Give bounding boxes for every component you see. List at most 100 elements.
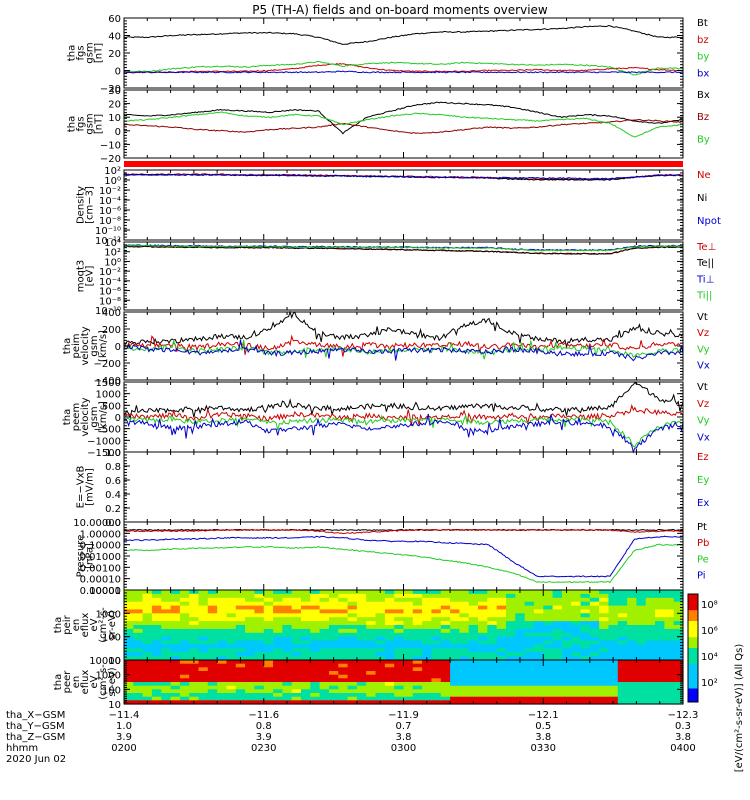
heatmap-cell — [487, 660, 498, 665]
heatmap-cell — [319, 613, 330, 618]
heatmap-cell — [589, 678, 600, 683]
heatmap-cell — [347, 656, 358, 661]
heatmap-cell — [319, 674, 330, 679]
heatmap-cell — [580, 663, 591, 668]
heatmap-cell — [273, 648, 283, 653]
heatmap-cell — [655, 652, 665, 657]
heatmap-cell — [403, 601, 414, 607]
heatmap-cell — [571, 605, 582, 611]
heatmap-cell — [515, 663, 526, 668]
heatmap-cell — [422, 640, 432, 646]
heatmap-cell — [412, 648, 423, 653]
heatmap-cell — [645, 590, 656, 595]
heatmap-cell — [478, 640, 488, 646]
heatmap-cell — [506, 609, 516, 614]
heatmap-cell — [170, 632, 181, 638]
heatmap-cell — [561, 682, 572, 687]
heatmap-cell — [254, 628, 265, 634]
panel-frame — [123, 169, 684, 241]
heatmap-cell — [198, 674, 209, 679]
y-tick-label: 1000 — [96, 609, 121, 620]
colorbar-step — [688, 666, 698, 671]
legend-entry: bx — [697, 68, 709, 79]
heatmap-cell — [655, 648, 665, 653]
heatmap-cell — [133, 671, 144, 676]
heatmap-cell — [198, 656, 209, 661]
heatmap-cell — [329, 601, 339, 607]
colorbar-tick-label: 10⁴ — [701, 652, 718, 663]
heatmap-cell — [450, 621, 460, 626]
heatmap-cell — [142, 678, 153, 683]
heatmap-cell — [599, 685, 609, 690]
colorbar-step — [688, 637, 698, 641]
heatmap-cell — [170, 628, 181, 634]
heatmap-cell — [589, 667, 600, 672]
heatmap-cell — [655, 613, 665, 618]
heatmap-cell — [394, 617, 405, 622]
y-tick-label: 400 — [102, 308, 121, 319]
heatmap-cell — [198, 663, 209, 668]
heatmap-cell — [524, 640, 535, 646]
heatmap-cell — [301, 656, 311, 661]
colorbar-step — [688, 696, 698, 700]
heatmap-cell — [524, 601, 535, 607]
heatmap-cell — [151, 590, 162, 595]
heatmap-cell — [561, 628, 572, 634]
legend-entry: Vz — [697, 328, 709, 339]
y-tick-label: 100 — [102, 685, 121, 696]
heatmap-cell — [412, 632, 423, 638]
heatmap-cell — [552, 601, 563, 607]
heatmap-cell — [217, 685, 228, 690]
heatmap-cell — [459, 685, 470, 690]
y-tick-label: 10⁴ — [104, 238, 121, 249]
heatmap-cell — [282, 605, 293, 611]
heatmap-cell — [524, 656, 535, 661]
heatmap-cell — [403, 609, 414, 614]
heatmap-cell — [347, 674, 358, 679]
heatmap-cell — [301, 671, 311, 676]
heatmap-cell — [263, 667, 274, 672]
legend-entry: Bz — [697, 112, 709, 123]
heatmap-cell — [151, 644, 162, 649]
heatmap-cell — [636, 628, 647, 634]
heatmap-cell — [207, 656, 218, 661]
heatmap-cell — [543, 678, 554, 683]
heatmap-cell — [580, 644, 591, 649]
heatmap-cell — [263, 660, 274, 665]
heatmap-cell — [580, 685, 591, 690]
heatmap-cell — [142, 640, 153, 646]
heatmap-cell — [664, 597, 675, 603]
colorbar-label: [eV/(cm²-s-sr-eV)] (All Qs) — [734, 644, 745, 773]
heatmap-cell — [207, 685, 218, 690]
heatmap-cell — [394, 609, 405, 614]
heatmap-cell — [319, 617, 330, 622]
heatmap-cell — [589, 605, 600, 611]
heatmap-cell — [468, 609, 479, 614]
heatmap-cell — [673, 628, 684, 634]
heatmap-cell — [608, 671, 619, 676]
heatmap-cell — [319, 652, 330, 657]
colorbar-step — [688, 634, 698, 638]
heatmap-cell — [645, 613, 656, 618]
heatmap-cell — [329, 605, 339, 611]
heatmap-cell — [170, 689, 181, 694]
heatmap-cell — [179, 667, 190, 672]
heatmap-cell — [580, 613, 591, 618]
heatmap-cell — [673, 685, 684, 690]
heatmap-cell — [552, 678, 563, 683]
heatmap-cell — [599, 644, 609, 649]
heatmap-cell — [254, 605, 265, 611]
heatmap-cell — [599, 617, 609, 622]
heatmap-cell — [664, 693, 675, 698]
heatmap-cell — [254, 609, 265, 614]
colorbar-step — [688, 656, 698, 660]
heatmap-cell — [552, 682, 563, 687]
y-label-line: tha — [67, 116, 78, 132]
heatmap-cell — [310, 621, 321, 626]
heatmap-cell — [273, 660, 283, 665]
heatmap-cell — [189, 667, 200, 672]
heatmap-cell — [301, 593, 311, 599]
series-line-density-2 — [124, 173, 683, 180]
heatmap-cell — [440, 667, 451, 672]
